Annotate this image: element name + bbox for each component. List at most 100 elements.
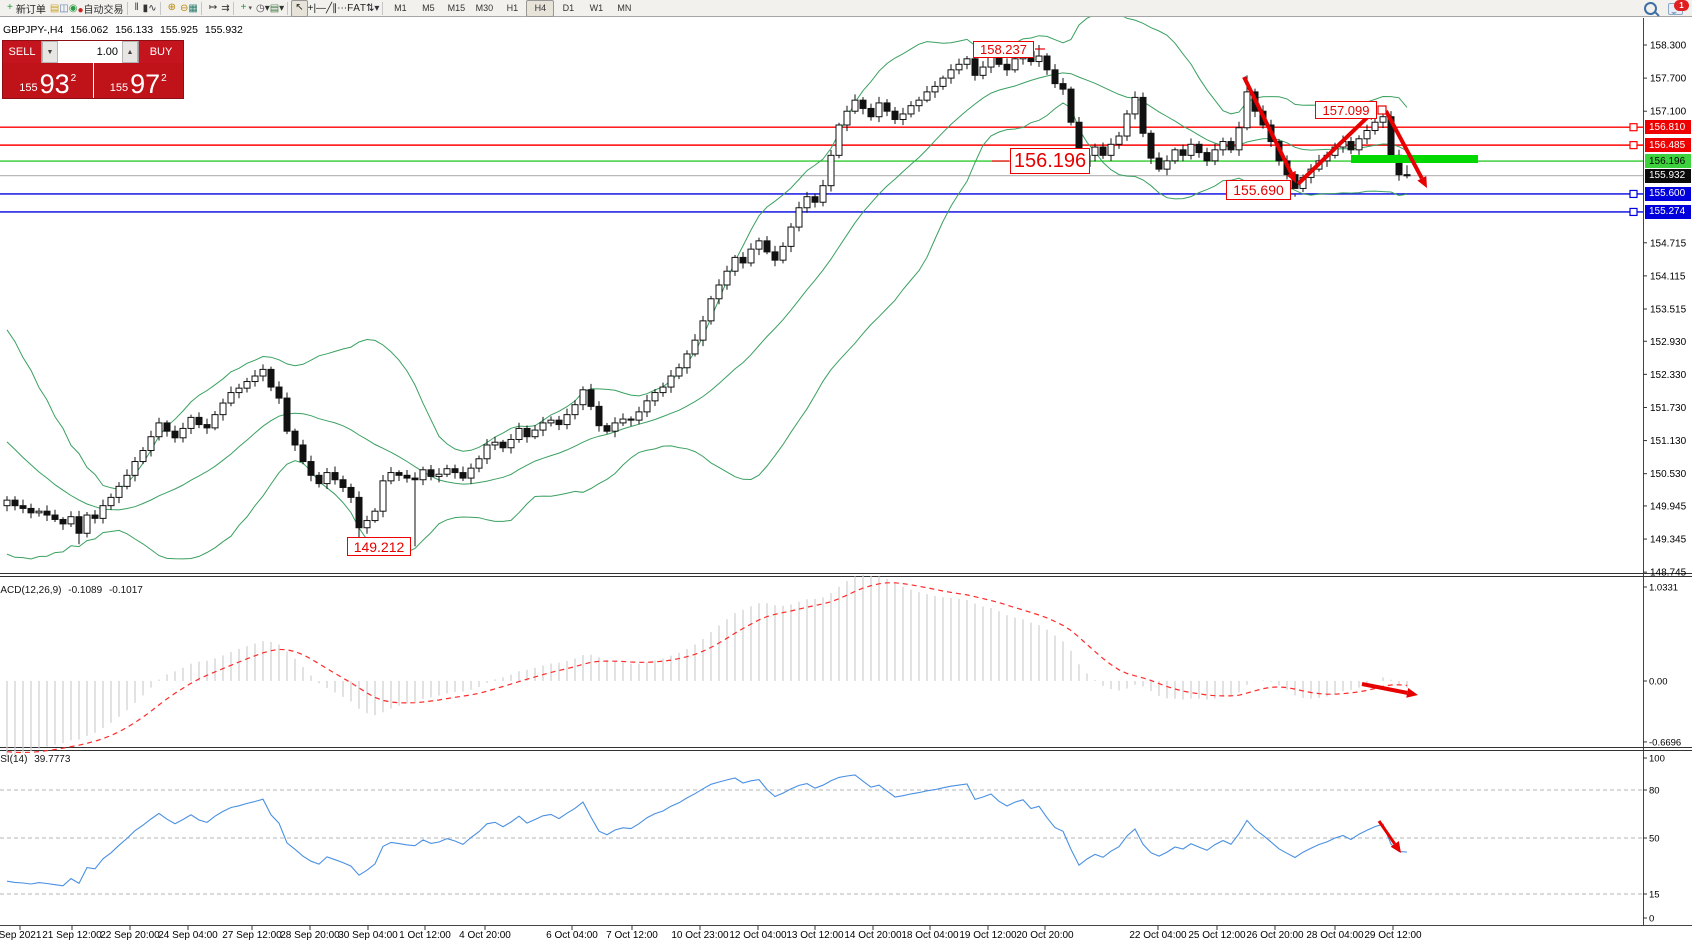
- candlestick-chart-button[interactable]: ▮: [143, 3, 149, 14]
- arrowhead-icon: [1390, 841, 1401, 853]
- svg-text:157.700: 157.700: [1650, 74, 1687, 85]
- svg-text:21 Sep 12:00: 21 Sep 12:00: [42, 930, 102, 941]
- timeframe-m1-button[interactable]: M1: [394, 3, 407, 13]
- annotation-arrow-impulse-down-1[interactable]: [1242, 76, 1293, 175]
- svg-text:149.345: 149.345: [1650, 535, 1687, 546]
- level-handle[interactable]: [1629, 207, 1638, 217]
- trendline-button[interactable]: ╱: [326, 3, 332, 14]
- vertical-line-button[interactable]: |: [313, 3, 316, 14]
- template-button[interactable]: ▤▾: [270, 3, 284, 14]
- search-icon[interactable]: [1644, 2, 1657, 15]
- svg-text:13 Oct 12:00: 13 Oct 12:00: [786, 930, 844, 941]
- notifications-icon[interactable]: 1: [1668, 0, 1689, 15]
- toolbar-separator: [200, 1, 202, 15]
- volume-decrease-button[interactable]: ▼: [42, 41, 58, 63]
- annotation-label-149.212[interactable]: 149.212: [347, 537, 411, 556]
- svg-text:Sep 2021: Sep 2021: [0, 930, 42, 941]
- buy-button[interactable]: BUY: [139, 41, 183, 63]
- volume-input[interactable]: 1.00: [58, 41, 122, 63]
- zoom-out-button[interactable]: ⊖: [180, 3, 188, 14]
- toolbar-right: 1: [1644, 0, 1689, 16]
- line-chart-button[interactable]: ∿: [148, 3, 156, 14]
- price-badge-155.600: 155.600: [1645, 186, 1691, 201]
- annotation-label-155.690[interactable]: 155.690: [1226, 180, 1291, 200]
- vertical-line-icon: |: [313, 2, 317, 14]
- svg-text:80: 80: [1649, 786, 1660, 797]
- svg-text:0: 0: [1649, 914, 1654, 925]
- notification-badge: 1: [1674, 0, 1689, 11]
- sell-button[interactable]: SELL: [3, 41, 41, 63]
- add-indicator-button[interactable]: + ▾: [237, 0, 256, 17]
- toolbar-separator: [126, 1, 128, 15]
- svg-text:153.515: 153.515: [1650, 304, 1687, 315]
- timeframe-d1-button[interactable]: D1: [562, 3, 575, 13]
- crosshair-button[interactable]: +: [308, 3, 314, 14]
- level-handle[interactable]: [1629, 141, 1638, 150]
- bar-chart-icon: ǁ: [134, 2, 139, 13]
- svg-text:151.130: 151.130: [1650, 436, 1687, 447]
- chart-shift-button[interactable]: ↦: [205, 0, 221, 17]
- svg-text:151.730: 151.730: [1650, 403, 1687, 414]
- timeframe-w1-button[interactable]: W1: [589, 3, 604, 13]
- fibonacci-button[interactable]: ⋯F: [337, 3, 353, 14]
- volume-stepper: ▼ 1.00 ▲: [41, 41, 139, 63]
- arrows-button[interactable]: ⇅▾: [366, 3, 379, 14]
- timeframe-h1-button[interactable]: H1: [506, 3, 519, 13]
- macd-histogram: [6, 574, 1408, 757]
- timeframe-h4-button[interactable]: H4: [526, 0, 555, 17]
- channel-button[interactable]: ∥: [332, 3, 337, 14]
- svg-text:50: 50: [1649, 834, 1660, 845]
- chart-symbol: GBPJPY-,H4: [3, 24, 64, 36]
- level-handle[interactable]: [1629, 123, 1638, 132]
- rsi-line: [6, 774, 1408, 887]
- annotation-label-156.196[interactable]: 156.196: [1010, 148, 1090, 174]
- text-button[interactable]: A: [353, 3, 360, 14]
- annotation-arrow-retrace-up[interactable]: [1296, 115, 1370, 186]
- svg-text:100: 100: [1649, 754, 1665, 765]
- buy-price[interactable]: 155 97 2: [93, 63, 183, 98]
- annotation-label-158.237[interactable]: 158.237: [973, 41, 1034, 58]
- periods-button[interactable]: ◷▾: [256, 3, 270, 14]
- green-highlight-bar[interactable]: [1351, 155, 1478, 163]
- svg-text:28 Oct 04:00: 28 Oct 04:00: [1306, 930, 1364, 941]
- ohlc-close: 155.932: [204, 24, 243, 36]
- market-watch-button[interactable]: ▤: [50, 3, 59, 14]
- bollinger-band: [6, 11, 1408, 490]
- volume-increase-button[interactable]: ▲: [122, 41, 138, 63]
- rsi-label: RSI(14) 39.7773: [0, 754, 71, 765]
- svg-text:1 Oct 12:00: 1 Oct 12:00: [399, 930, 451, 941]
- fibonacci-icon: ⋯F: [337, 2, 354, 14]
- svg-text:149.945: 149.945: [1650, 501, 1687, 512]
- svg-text:24 Sep 04:00: 24 Sep 04:00: [158, 930, 218, 941]
- svg-text:0.00: 0.00: [1649, 677, 1668, 688]
- sell-price[interactable]: 155 93 2: [3, 63, 93, 98]
- timeframe-m15-button[interactable]: M15: [447, 3, 466, 13]
- timeframe-mn-button[interactable]: MN: [617, 3, 632, 13]
- timeframe-m5-button[interactable]: M5: [422, 3, 435, 13]
- tile-windows-button[interactable]: ▦: [188, 3, 197, 14]
- timeframe-m30-button[interactable]: M30: [475, 3, 494, 13]
- zoom-in-button[interactable]: ⊕: [164, 0, 180, 17]
- svg-text:154.715: 154.715: [1650, 238, 1687, 249]
- candles: [3, 45, 1411, 547]
- annotation-label-157.099[interactable]: 157.099: [1315, 101, 1377, 119]
- bar-chart-button[interactable]: ǁ: [131, 0, 143, 17]
- cursor-button[interactable]: ↖: [291, 0, 308, 17]
- horizontal-line-button[interactable]: ―: [316, 3, 326, 14]
- text-label-button[interactable]: T: [360, 3, 366, 14]
- svg-text:18 Oct 04:00: 18 Oct 04:00: [901, 930, 959, 941]
- annotation-arrow-rsi-down[interactable]: [1377, 820, 1397, 845]
- toolbar-separator: [159, 1, 161, 15]
- level-handle[interactable]: [1629, 189, 1638, 199]
- annotation-arrow-macd-down[interactable]: [1361, 682, 1408, 695]
- autotrading-button[interactable]: ●自动交易: [77, 1, 123, 16]
- auto-scroll-button[interactable]: ⇉: [221, 3, 229, 14]
- signals-button[interactable]: ◉: [69, 3, 78, 14]
- data-window-button[interactable]: ◫: [59, 3, 68, 14]
- annotation-arrow-impulse-down-2[interactable]: [1384, 110, 1424, 180]
- new-order-button[interactable]: + 新订单: [3, 0, 50, 17]
- svg-text:152.930: 152.930: [1650, 337, 1687, 348]
- ohlc-open: 156.062: [70, 24, 109, 36]
- annotation-handle[interactable]: [1377, 105, 1387, 115]
